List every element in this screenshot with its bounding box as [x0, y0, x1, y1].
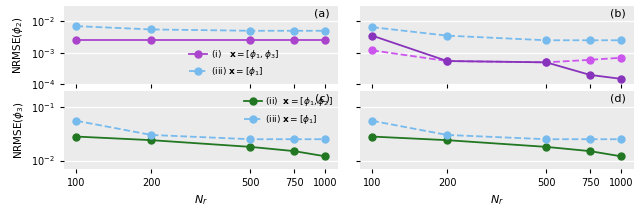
X-axis label: $N_r$: $N_r$ [490, 193, 504, 206]
Y-axis label: NRMSE$(\phi_2)$: NRMSE$(\phi_2)$ [12, 16, 25, 74]
Text: (a): (a) [314, 8, 330, 19]
Legend: (i)   $\mathbf{x} = [\phi_1, \phi_3]$, (iii) $\mathbf{x} = [\phi_1]$: (i) $\mathbf{x} = [\phi_1, \phi_3]$, (ii… [189, 48, 279, 78]
Text: (b): (b) [610, 8, 625, 19]
Text: (c): (c) [315, 93, 330, 103]
X-axis label: $N_r$: $N_r$ [194, 193, 208, 206]
Y-axis label: NRMSE$(\phi_3)$: NRMSE$(\phi_3)$ [12, 101, 26, 159]
Legend: (ii)  $\mathbf{x} = [\phi_1, \phi_2]$, (iii) $\mathbf{x} = [\phi_1]$: (ii) $\mathbf{x} = [\phi_1, \phi_2]$, (i… [244, 95, 333, 126]
Text: (d): (d) [609, 93, 625, 103]
